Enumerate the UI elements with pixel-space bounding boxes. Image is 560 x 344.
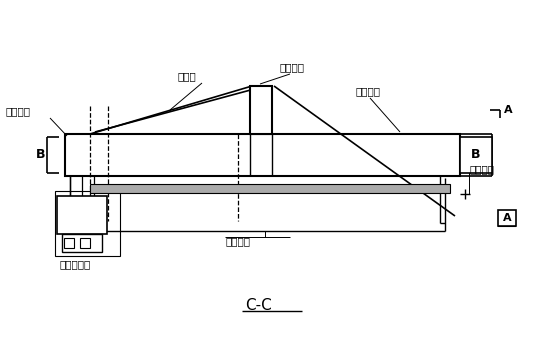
Text: A: A (503, 213, 512, 223)
Text: 工作平台: 工作平台 (470, 164, 495, 174)
Bar (62, 234, 102, 252)
Text: B: B (35, 149, 45, 161)
Bar (80, 238, 90, 248)
Text: 行走钉挂: 行走钉挂 (280, 62, 305, 72)
Bar (250, 86, 272, 134)
Text: 斜拉索: 斜拉索 (178, 71, 197, 81)
Bar (90, 184, 450, 193)
Bar (65, 134, 460, 176)
Text: A: A (504, 105, 512, 115)
Bar (498, 210, 516, 226)
Bar (55, 191, 120, 256)
Bar (57, 196, 107, 234)
Text: C-C: C-C (245, 299, 272, 313)
Text: 已浇梁段: 已浇梁段 (5, 106, 30, 116)
Text: 液压装置: 液压装置 (225, 236, 250, 246)
Text: 后锡座系统: 后锡座系统 (59, 259, 90, 269)
Text: 待浇梁段: 待浇梁段 (355, 86, 380, 96)
Bar (460, 137, 492, 173)
Text: B: B (472, 149, 480, 161)
Bar (64, 238, 74, 248)
